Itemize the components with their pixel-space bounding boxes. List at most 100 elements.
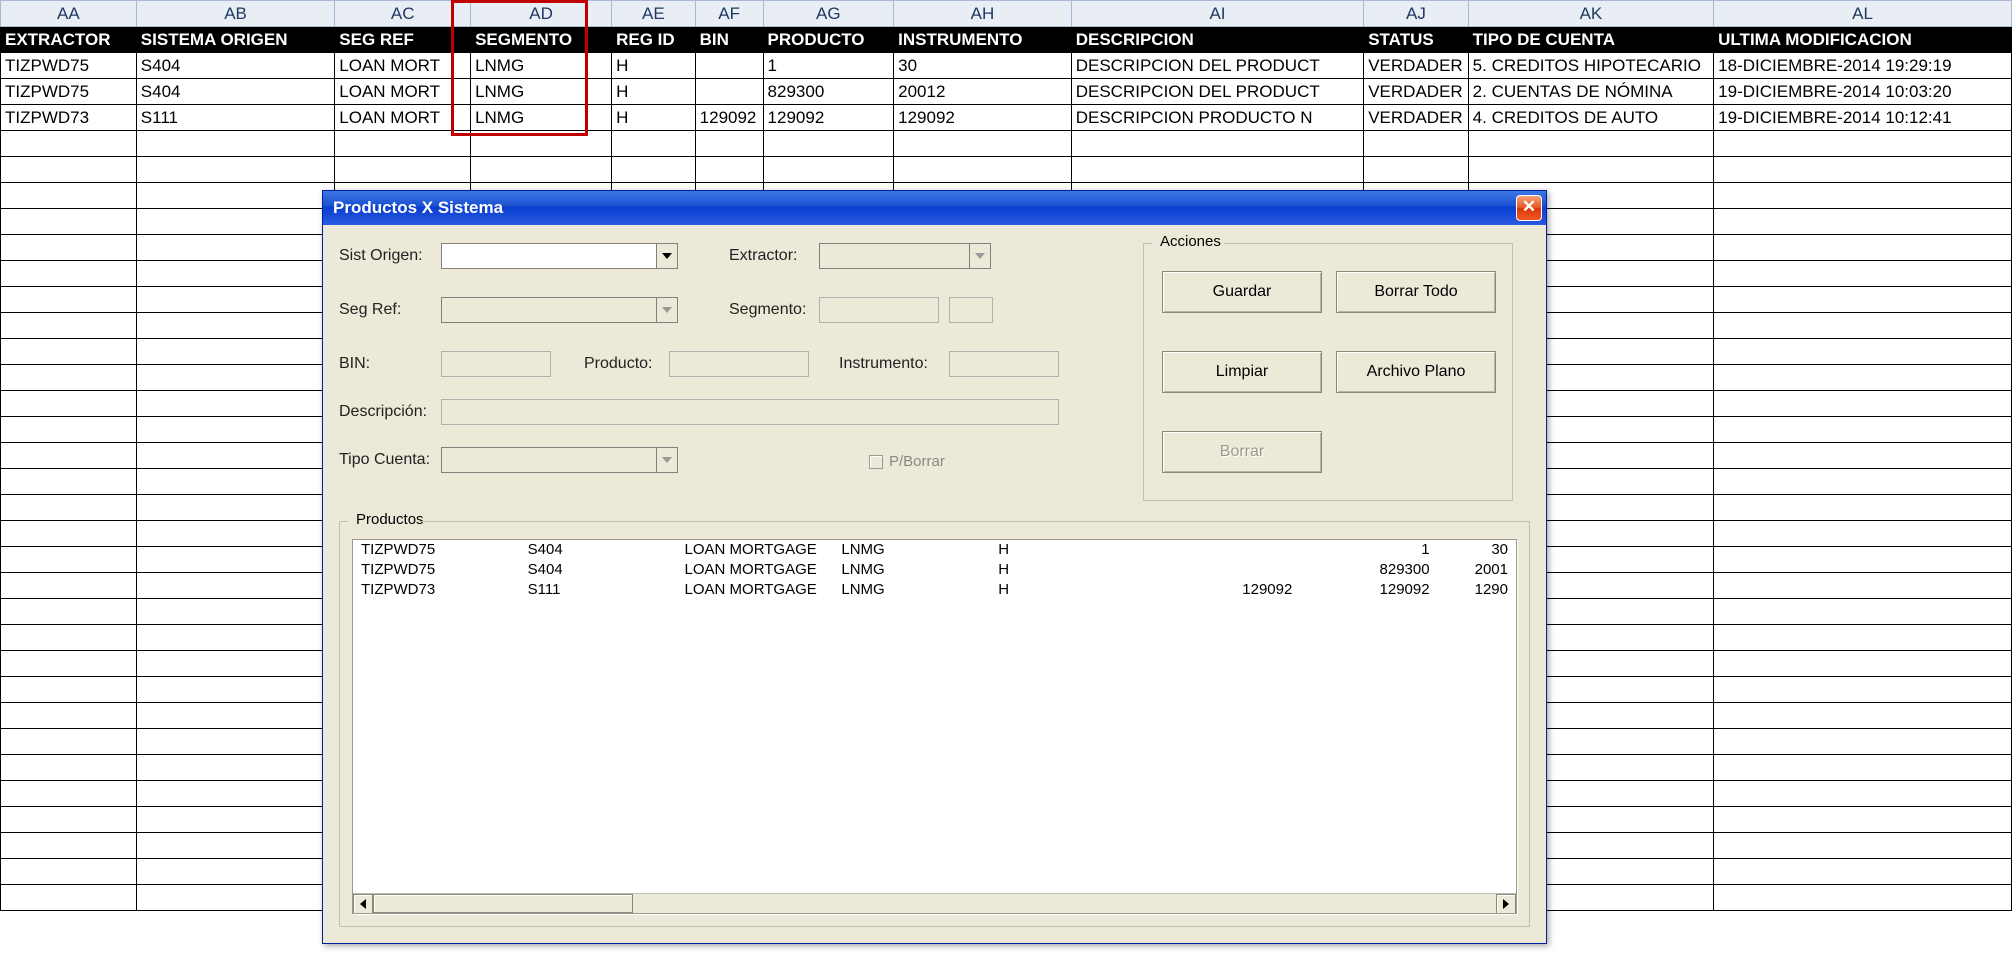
column-letter[interactable]: AB	[136, 1, 334, 27]
cell[interactable]	[1364, 131, 1468, 157]
cell[interactable]	[136, 287, 334, 313]
cell[interactable]	[1714, 183, 2012, 209]
cell[interactable]	[695, 131, 763, 157]
cell[interactable]	[1, 417, 137, 443]
cell[interactable]	[1, 625, 137, 651]
cell[interactable]	[136, 599, 334, 625]
list-item[interactable]: TIZPWD75S404LOAN MORTGAGELNMGH130	[353, 540, 1516, 560]
cell[interactable]	[1714, 729, 2012, 755]
close-icon[interactable]: ✕	[1516, 195, 1542, 221]
cell[interactable]	[1, 599, 137, 625]
column-letter[interactable]: AL	[1714, 1, 2012, 27]
cell[interactable]	[1714, 547, 2012, 573]
cell[interactable]: DESCRIPCION DEL PRODUCT	[1071, 53, 1364, 79]
cell[interactable]	[136, 651, 334, 677]
cell[interactable]	[1714, 365, 2012, 391]
column-letter[interactable]: AE	[612, 1, 696, 27]
cell[interactable]	[1, 859, 137, 885]
cell[interactable]	[1468, 157, 1713, 183]
cell[interactable]: H	[612, 53, 696, 79]
cell[interactable]	[1, 391, 137, 417]
cell[interactable]: 19-DICIEMBRE-2014 10:03:20	[1714, 79, 2012, 105]
column-letter[interactable]: AA	[1, 1, 137, 27]
cell[interactable]	[763, 131, 894, 157]
cell[interactable]	[1071, 131, 1364, 157]
cell[interactable]	[136, 157, 334, 183]
cell[interactable]	[1714, 235, 2012, 261]
column-letter[interactable]: AG	[763, 1, 894, 27]
cell[interactable]	[1468, 131, 1713, 157]
cell[interactable]	[1714, 859, 2012, 885]
cell[interactable]: LNMG	[471, 79, 612, 105]
list-item[interactable]: TIZPWD73S111LOAN MORTGAGELNMGH1290921290…	[353, 580, 1516, 600]
cell[interactable]	[136, 677, 334, 703]
cell[interactable]	[1714, 521, 2012, 547]
cell[interactable]	[1, 235, 137, 261]
cell[interactable]: LOAN MORT	[335, 105, 471, 131]
cell[interactable]	[136, 391, 334, 417]
cell[interactable]	[136, 859, 334, 885]
cell[interactable]: LOAN MORT	[335, 53, 471, 79]
cell[interactable]	[1, 157, 137, 183]
cell[interactable]	[136, 209, 334, 235]
cell[interactable]	[136, 417, 334, 443]
cell[interactable]	[136, 495, 334, 521]
cell[interactable]: TIZPWD75	[1, 53, 137, 79]
cell[interactable]: LOAN MORT	[335, 79, 471, 105]
cell[interactable]: 829300	[763, 79, 894, 105]
button-limpiar[interactable]: Limpiar	[1162, 351, 1322, 393]
list-item[interactable]: TIZPWD75S404LOAN MORTGAGELNMGH8293002001	[353, 560, 1516, 580]
cell[interactable]	[695, 53, 763, 79]
cell[interactable]	[612, 131, 696, 157]
cell[interactable]	[1714, 313, 2012, 339]
cell[interactable]: 2. CUENTAS DE NÓMINA	[1468, 79, 1713, 105]
column-letter[interactable]: AK	[1468, 1, 1713, 27]
cell[interactable]: VERDADER	[1364, 79, 1468, 105]
cell[interactable]	[335, 157, 471, 183]
cell[interactable]	[1, 833, 137, 859]
cell[interactable]	[1714, 209, 2012, 235]
cell[interactable]	[1, 339, 137, 365]
column-letter[interactable]: AH	[894, 1, 1072, 27]
cell[interactable]	[136, 261, 334, 287]
button-archivo-plano[interactable]: Archivo Plano	[1336, 351, 1496, 393]
cell[interactable]	[1, 651, 137, 677]
cell[interactable]: TIZPWD73	[1, 105, 137, 131]
cell[interactable]	[1, 495, 137, 521]
cell[interactable]	[1, 573, 137, 599]
cell[interactable]	[1, 677, 137, 703]
cell[interactable]	[136, 339, 334, 365]
column-letter[interactable]: AI	[1071, 1, 1364, 27]
combo-sist-origen[interactable]	[441, 243, 678, 269]
cell[interactable]	[1714, 495, 2012, 521]
cell[interactable]: LNMG	[471, 105, 612, 131]
cell[interactable]	[136, 885, 334, 911]
cell[interactable]: S404	[136, 79, 334, 105]
cell[interactable]	[1714, 573, 2012, 599]
cell[interactable]: 1	[763, 53, 894, 79]
cell[interactable]: S404	[136, 53, 334, 79]
chevron-down-icon[interactable]	[656, 243, 678, 269]
cell[interactable]: 20012	[894, 79, 1072, 105]
cell[interactable]: VERDADER	[1364, 105, 1468, 131]
cell[interactable]	[1, 703, 137, 729]
cell[interactable]	[471, 131, 612, 157]
cell[interactable]	[1, 729, 137, 755]
cell[interactable]	[1, 885, 137, 911]
cell[interactable]	[136, 781, 334, 807]
cell[interactable]	[471, 157, 612, 183]
cell[interactable]	[1714, 677, 2012, 703]
cell[interactable]	[136, 729, 334, 755]
cell[interactable]: 19-DICIEMBRE-2014 10:12:41	[1714, 105, 2012, 131]
cell[interactable]	[136, 313, 334, 339]
productos-list[interactable]: TIZPWD75S404LOAN MORTGAGELNMGH130TIZPWD7…	[352, 539, 1517, 914]
cell[interactable]	[1714, 287, 2012, 313]
cell[interactable]	[1, 469, 137, 495]
cell[interactable]	[136, 573, 334, 599]
cell[interactable]	[136, 625, 334, 651]
cell[interactable]	[1, 807, 137, 833]
cell[interactable]	[1, 131, 137, 157]
cell[interactable]	[136, 833, 334, 859]
cell[interactable]	[136, 807, 334, 833]
cell[interactable]: 129092	[695, 105, 763, 131]
